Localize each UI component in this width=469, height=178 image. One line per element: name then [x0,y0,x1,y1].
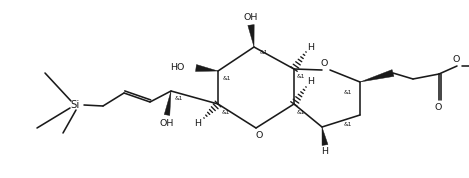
Polygon shape [196,65,218,72]
Text: H: H [195,119,202,129]
Text: &1: &1 [222,109,230,114]
Text: &1: &1 [297,109,305,114]
Polygon shape [322,127,328,145]
Text: &1: &1 [175,96,183,101]
Text: O: O [255,130,263,140]
Text: &1: &1 [260,51,268,56]
Text: O: O [434,103,442,112]
Text: &1: &1 [223,77,231,82]
Polygon shape [360,70,394,82]
Text: H: H [308,77,315,87]
Text: OH: OH [244,12,258,22]
Text: &1: &1 [344,90,352,95]
Text: O: O [452,56,460,64]
Polygon shape [248,25,254,47]
Text: Si: Si [70,100,80,110]
Text: H: H [322,148,328,156]
Text: O: O [320,59,328,69]
Text: &1: &1 [297,75,305,80]
Text: HO: HO [170,62,184,72]
Text: OH: OH [160,119,174,127]
Polygon shape [164,91,171,116]
Text: &1: &1 [344,122,352,127]
Text: H: H [308,43,315,51]
